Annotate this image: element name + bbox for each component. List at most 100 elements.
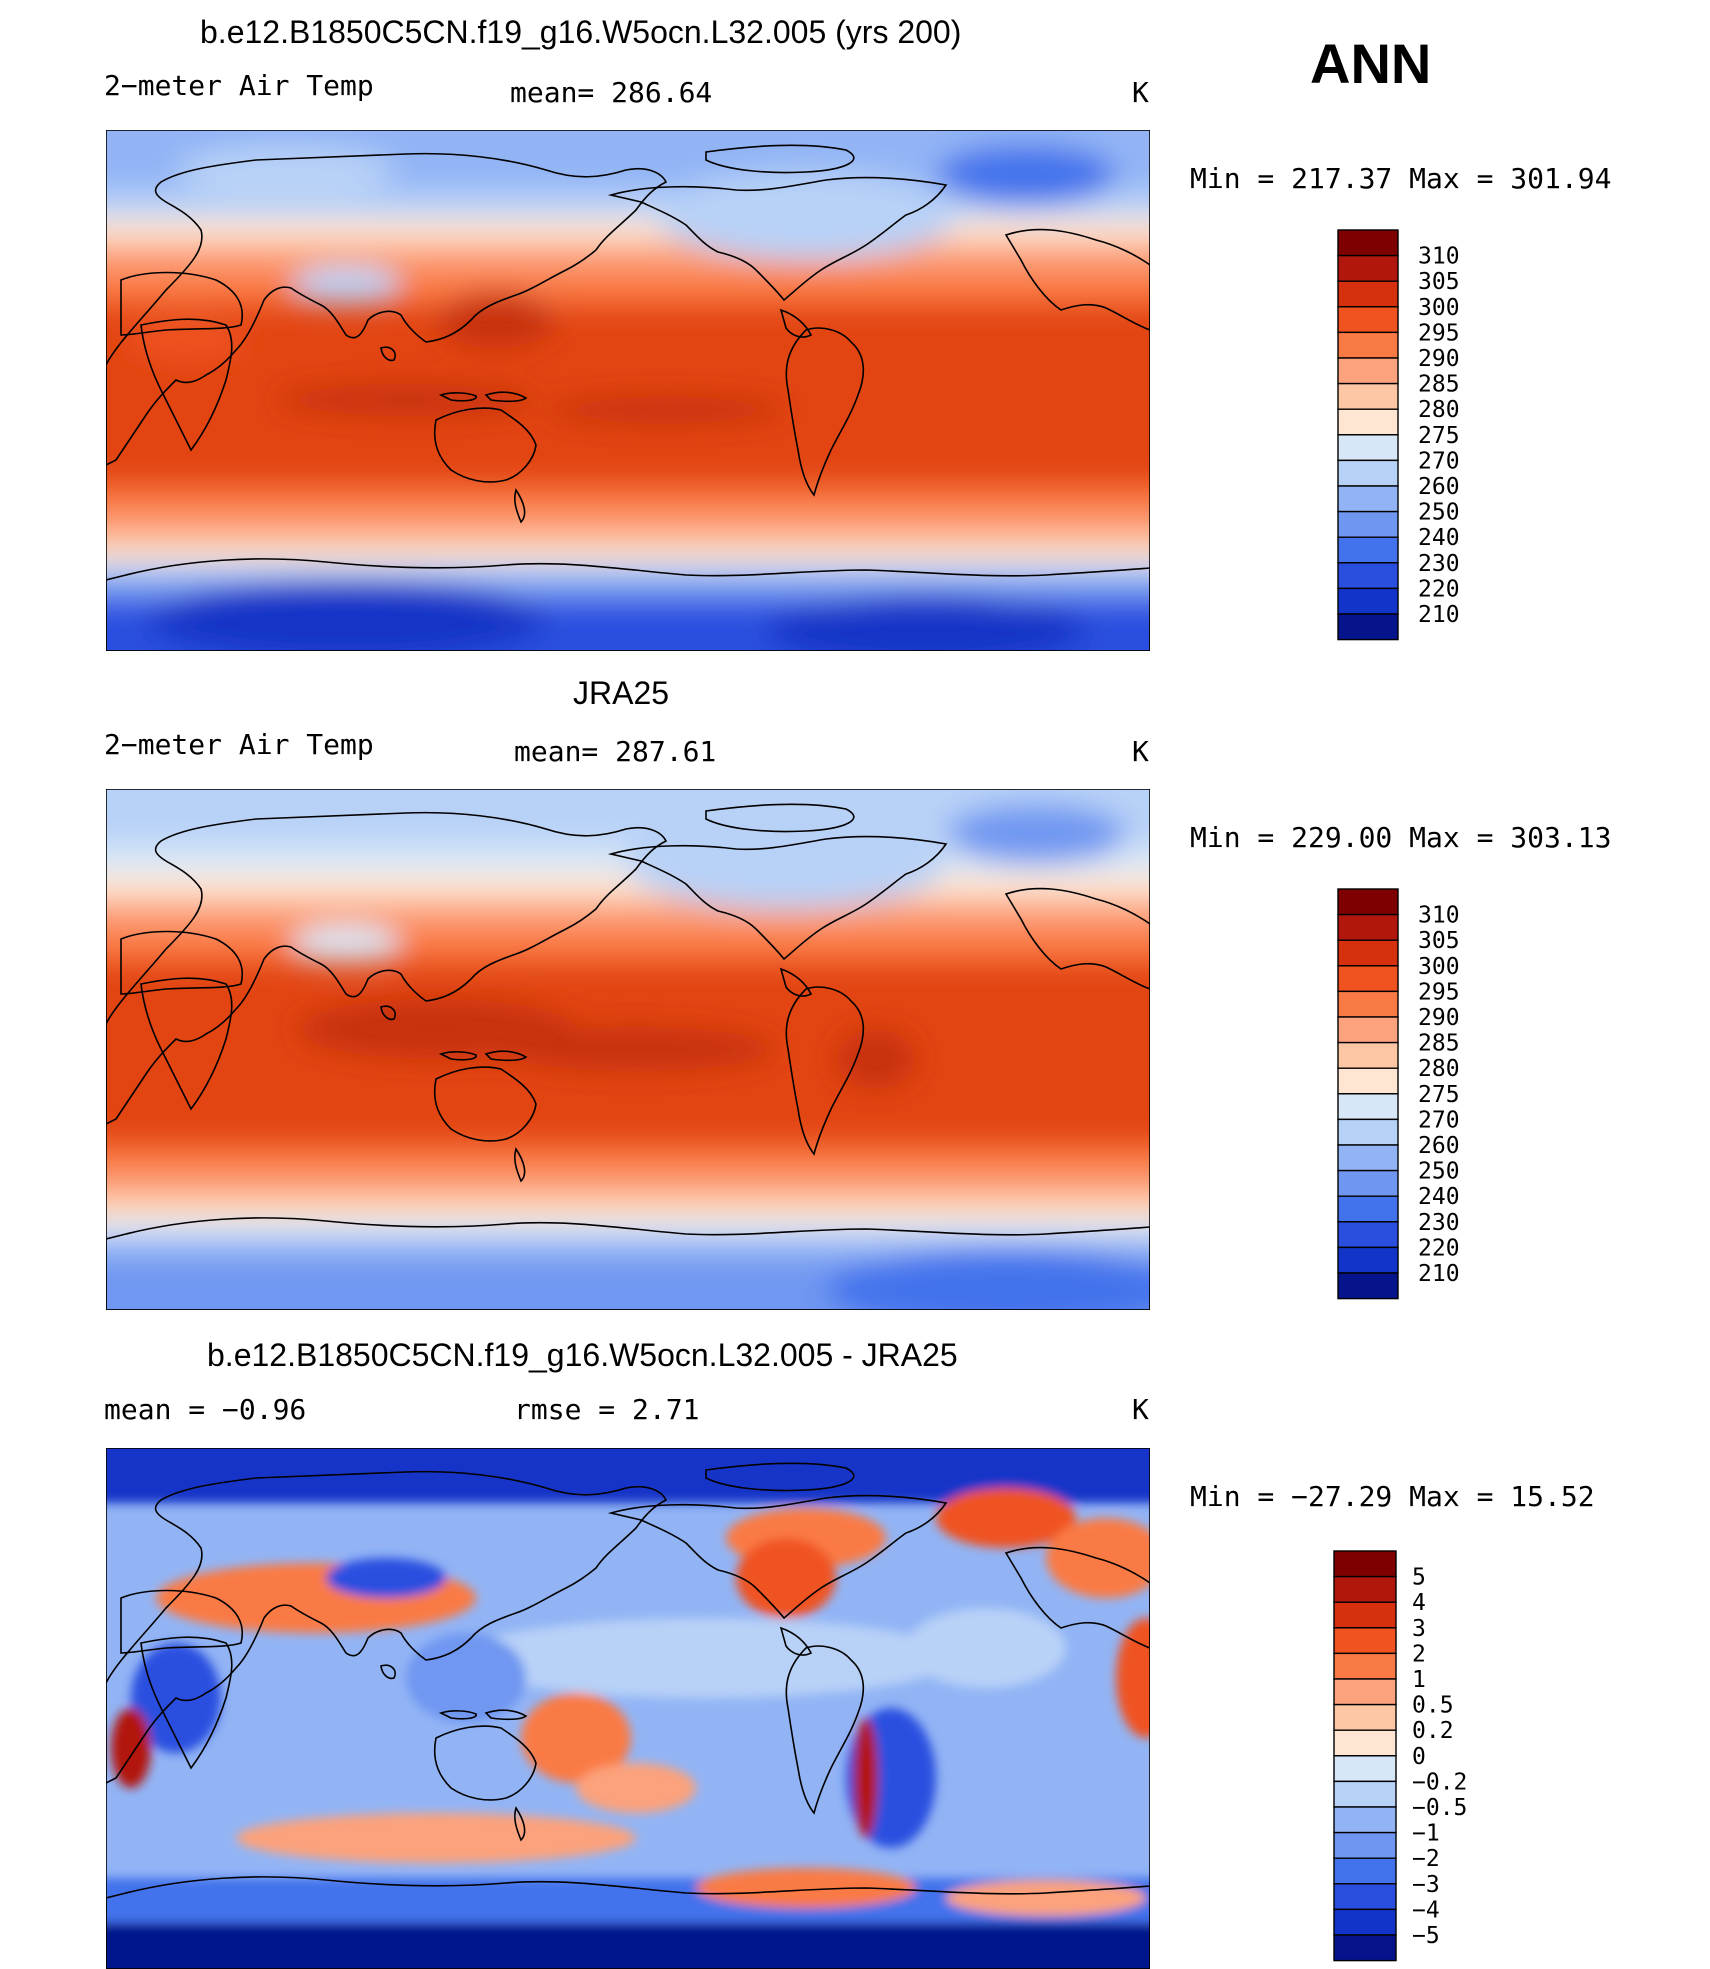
colorbar-box: [1337, 888, 1399, 916]
colorbar-label: 290: [1418, 346, 1460, 372]
colorbar-label: 240: [1418, 525, 1460, 551]
colorbar-label: 300: [1418, 954, 1460, 980]
colorbar-box: [1337, 536, 1399, 564]
colorbar-box: [1333, 1550, 1397, 1578]
colorbar-label: 280: [1418, 1056, 1460, 1082]
colorbar-box: [1333, 1831, 1397, 1859]
colorbar-label: −3: [1412, 1872, 1440, 1898]
colorbar-box: [1337, 382, 1399, 410]
colorbar-label: 3: [1412, 1616, 1426, 1642]
panel2-map: [106, 789, 1150, 1310]
colorbar-box: [1333, 1729, 1397, 1757]
colorbar-box: [1337, 1041, 1399, 1069]
colorbar-box: [1337, 613, 1399, 641]
colorbar-box: [1337, 913, 1399, 941]
colorbar-box: [1337, 254, 1399, 282]
colorbar-box: [1333, 1780, 1397, 1808]
colorbar-label: −2: [1412, 1846, 1440, 1872]
colorbar-label: −0.5: [1412, 1795, 1467, 1821]
colorbar-label: 210: [1418, 602, 1460, 628]
colorbar-label: 305: [1418, 928, 1460, 954]
colorbar-box: [1337, 1067, 1399, 1095]
colorbar-label: 310: [1418, 244, 1460, 270]
colorbar-box: [1337, 1246, 1399, 1274]
colorbar-box: [1337, 1118, 1399, 1146]
colorbar-label: 220: [1418, 1235, 1460, 1261]
colorbar-box: [1337, 587, 1399, 615]
panel2-mean-label: mean= 287.61: [514, 735, 717, 768]
colorbar-label: 250: [1418, 500, 1460, 526]
colorbar-label: 250: [1418, 1159, 1460, 1185]
colorbar-box: [1333, 1934, 1397, 1962]
panel3-rmse-label: rmse = 2.71: [514, 1393, 700, 1426]
panel1-minmax: Min = 217.37 Max = 301.94: [1190, 162, 1612, 195]
colorbar-label: 2: [1412, 1641, 1426, 1667]
colorbar-box: [1337, 510, 1399, 538]
colorbar-box: [1337, 306, 1399, 334]
colorbar-box: [1333, 1806, 1397, 1834]
colorbar-label: 260: [1418, 1133, 1460, 1159]
colorbar-label: 0.2: [1412, 1718, 1454, 1744]
colorbar-box: [1337, 434, 1399, 462]
panel1-map: [106, 130, 1150, 651]
colorbar-box: [1333, 1883, 1397, 1911]
colorbar-box: [1337, 1016, 1399, 1044]
colorbar-box: [1337, 485, 1399, 513]
colorbar-label: 285: [1418, 372, 1460, 398]
panel2-units: K: [1132, 735, 1149, 768]
colorbar-label: 4: [1412, 1590, 1426, 1616]
panel3-map: [106, 1448, 1150, 1969]
colorbar-box: [1337, 229, 1399, 257]
colorbar-label: 1: [1412, 1667, 1426, 1693]
colorbar-label: 275: [1418, 1082, 1460, 1108]
colorbar-box: [1333, 1627, 1397, 1655]
colorbar-box: [1333, 1601, 1397, 1629]
colorbar-box: [1337, 459, 1399, 487]
colorbar-label: 300: [1418, 295, 1460, 321]
colorbar-box: [1337, 1272, 1399, 1300]
colorbar-label: 295: [1418, 320, 1460, 346]
colorbar-box: [1337, 331, 1399, 359]
colorbar-label: 270: [1418, 1107, 1460, 1133]
colorbar-box: [1337, 1169, 1399, 1197]
colorbar-label: 280: [1418, 397, 1460, 423]
colorbar-label: 230: [1418, 1210, 1460, 1236]
colorbar-box: [1337, 280, 1399, 308]
colorbar-label: 230: [1418, 551, 1460, 577]
panel1-title: b.e12.B1850C5CN.f19_g16.W5ocn.L32.005 (y…: [200, 14, 962, 50]
colorbar-label: 0: [1412, 1744, 1426, 1770]
colorbar-box: [1337, 562, 1399, 590]
season-label: ANN: [1310, 32, 1432, 95]
panel3-mean-label: mean = −0.96: [104, 1393, 307, 1426]
colorbar-box: [1333, 1908, 1397, 1936]
panel3-units: K: [1132, 1393, 1149, 1426]
panel1-mean-label: mean= 286.64: [510, 76, 713, 109]
panel1-units: K: [1132, 76, 1149, 109]
colorbar-panel2: 3103053002952902852802752702602502402302…: [1337, 888, 1460, 1300]
panel2-minmax: Min = 229.00 Max = 303.13: [1190, 821, 1612, 854]
colorbar-panel1: 3103053002952902852802752702602502402302…: [1337, 229, 1460, 641]
colorbar-label: 5: [1412, 1565, 1426, 1591]
colorbar-box: [1337, 965, 1399, 993]
colorbar-label: −4: [1412, 1897, 1440, 1923]
panel3-minmax: Min = −27.29 Max = 15.52: [1190, 1480, 1595, 1513]
colorbar-box: [1337, 939, 1399, 967]
colorbar-label: 260: [1418, 474, 1460, 500]
colorbar-label: 305: [1418, 269, 1460, 295]
colorbar-label: −1: [1412, 1821, 1440, 1847]
colorbar-label: 240: [1418, 1184, 1460, 1210]
colorbar-box: [1337, 1093, 1399, 1121]
colorbar-label: 285: [1418, 1031, 1460, 1057]
colorbar-box: [1337, 1195, 1399, 1223]
colorbar-label: 220: [1418, 576, 1460, 602]
colorbar-label: 210: [1418, 1261, 1460, 1287]
panel3-title: b.e12.B1850C5CN.f19_g16.W5ocn.L32.005 - …: [207, 1337, 958, 1373]
colorbar-box: [1337, 408, 1399, 436]
colorbar-box: [1333, 1575, 1397, 1603]
colorbar-label: 290: [1418, 1005, 1460, 1031]
colorbar-box: [1337, 1221, 1399, 1249]
colorbar-box: [1333, 1678, 1397, 1706]
colorbar-box: [1333, 1652, 1397, 1680]
